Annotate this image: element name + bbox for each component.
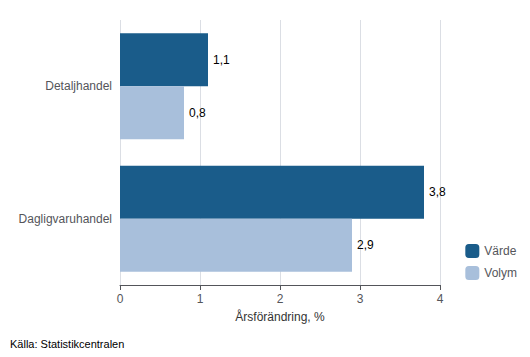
svg-text:4: 4 <box>437 292 444 306</box>
svg-text:Detaljhandel: Detaljhandel <box>45 79 112 93</box>
svg-text:2: 2 <box>277 292 284 306</box>
svg-text:3: 3 <box>357 292 364 306</box>
svg-text:3,8: 3,8 <box>429 185 446 199</box>
svg-text:1,1: 1,1 <box>213 53 230 67</box>
svg-text:Dagligvaruhandel: Dagligvaruhandel <box>19 212 112 226</box>
svg-text:2,9: 2,9 <box>357 238 374 252</box>
svg-text:0,8: 0,8 <box>189 106 206 120</box>
svg-text:1: 1 <box>197 292 204 306</box>
svg-text:0: 0 <box>117 292 124 306</box>
svg-text:Källa: Statistikcentralen: Källa: Statistikcentralen <box>10 338 124 350</box>
svg-text:Årsförändring, %: Årsförändring, % <box>235 309 325 324</box>
svg-text:Volym: Volym <box>484 266 517 280</box>
svg-text:Värde: Värde <box>484 244 516 258</box>
